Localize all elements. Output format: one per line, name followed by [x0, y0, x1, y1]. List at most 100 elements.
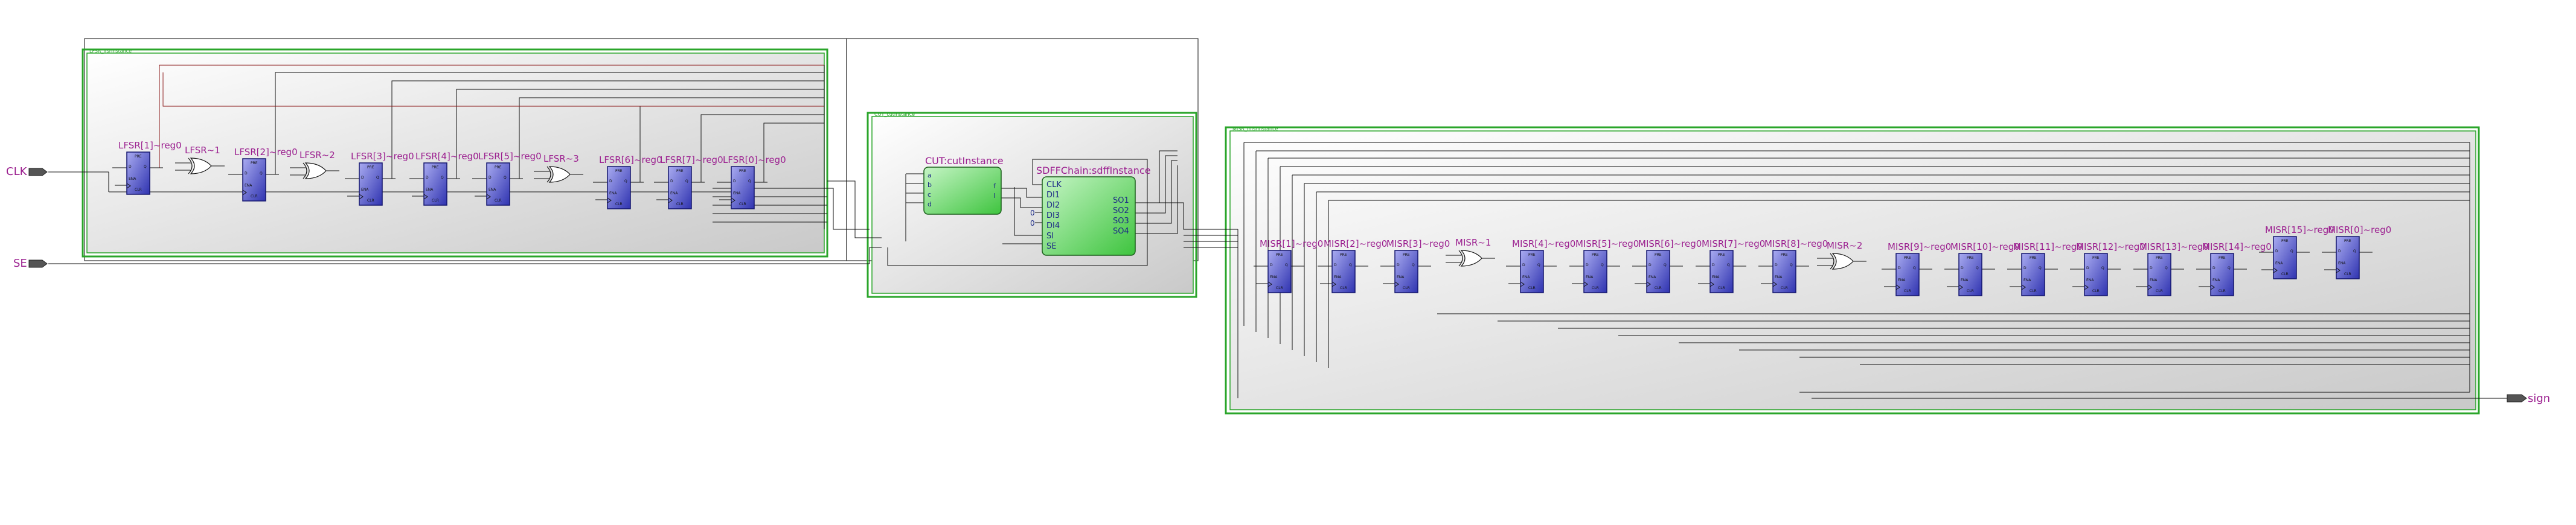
- reg-pin-d: D: [1270, 263, 1273, 267]
- reg-pin-clr: CLR: [1718, 286, 1725, 290]
- misr-reg-11[interactable]: MISR[12]~reg0 PRE D Q ENA CLR: [2076, 241, 2145, 296]
- reg-pin-ena: ENA: [1397, 275, 1405, 279]
- reg-pin-ena: ENA: [1712, 275, 1720, 279]
- reg-pin-pre: PRE: [1528, 253, 1536, 257]
- lfsr-reg-5[interactable]: LFSR[6]~reg0 PRE D Q ENA CLR: [599, 154, 662, 209]
- cut-pin-f: f: [993, 182, 996, 190]
- reg-pin-q: Q: [2165, 266, 2168, 270]
- misr-reg-10[interactable]: MISR[11]~reg0 PRE D Q ENA CLR: [2013, 241, 2083, 296]
- se-port[interactable]: SE: [13, 257, 48, 270]
- reg-pin-clr: CLR: [676, 202, 684, 206]
- reg-pin-clr: CLR: [1340, 286, 1347, 290]
- lfsr-xor-2[interactable]: LFSR~3: [543, 153, 579, 183]
- misr-reg-9[interactable]: MISR[10]~reg0 PRE D Q ENA CLR: [1950, 241, 2020, 296]
- misr-reg-1[interactable]: MISR[2]~reg0 PRE D Q ENA CLR: [1324, 238, 1387, 293]
- reg-pin-pre: PRE: [1403, 253, 1410, 257]
- lfsr-reg-label: LFSR[0]~reg0: [723, 154, 786, 165]
- sign-port[interactable]: sign: [2507, 392, 2550, 405]
- reg-pin-clr: CLR: [2092, 289, 2100, 293]
- misr-reg-15[interactable]: MISR[0]~reg0 PRE D Q ENA CLR: [2328, 224, 2391, 279]
- reg-pin-clr: CLR: [251, 194, 258, 199]
- reg-pin-clr: CLR: [1967, 289, 1974, 293]
- lfsr-reg-label: LFSR[5]~reg0: [478, 151, 542, 162]
- reg-pin-ena: ENA: [1648, 275, 1656, 279]
- reg-pin-ena: ENA: [1586, 275, 1594, 279]
- reg-pin-d: D: [733, 179, 736, 183]
- misr-reg-label: MISR[14]~reg0: [2202, 241, 2272, 252]
- reg-pin-ena: ENA: [1775, 275, 1783, 279]
- misr-block-title: MISR_misrInstance: [1232, 126, 1278, 132]
- lfsr-xor-0[interactable]: LFSR~1: [185, 145, 220, 174]
- misr-xor-label: MISR~1: [1455, 237, 1491, 248]
- reg-pin-clr: CLR: [1781, 286, 1788, 290]
- reg-pin-q: Q: [1790, 263, 1793, 267]
- misr-block[interactable]: MISR_misrInstance: [1225, 126, 2480, 415]
- wire-layer: [48, 65, 2507, 399]
- misr-reg-0[interactable]: MISR[1]~reg0 PRE D Q ENA CLR: [1260, 238, 1323, 293]
- reg-pin-clr: CLR: [1276, 286, 1283, 290]
- sdff-pin-so3: SO3: [1113, 217, 1129, 226]
- misr-xor-0[interactable]: MISR~1: [1455, 237, 1491, 267]
- reg-pin-clr: CLR: [2030, 289, 2037, 293]
- misr-reg-14[interactable]: MISR[15]~reg0 PRE D Q ENA CLR: [2265, 224, 2334, 279]
- reg-pin-q: Q: [1727, 263, 1730, 267]
- reg-pin-pre: PRE: [676, 169, 684, 173]
- reg-pin-pre: PRE: [1718, 253, 1725, 257]
- misr-reg-4[interactable]: MISR[5]~reg0 PRE D Q ENA CLR: [1575, 238, 1639, 293]
- lfsr-reg-3[interactable]: LFSR[4]~reg0 PRE D Q ENA CLR: [415, 151, 479, 206]
- misr-reg-label: MISR[1]~reg0: [1260, 238, 1323, 249]
- misr-reg-13[interactable]: MISR[14]~reg0 PRE D Q ENA CLR: [2202, 241, 2272, 296]
- reg-pin-d: D: [361, 176, 364, 180]
- reg-pin-d: D: [1712, 263, 1715, 267]
- reg-pin-d: D: [1334, 263, 1337, 267]
- reg-pin-ena: ENA: [1898, 278, 1906, 282]
- reg-pin-d: D: [129, 165, 132, 169]
- reg-pin-q: Q: [2353, 249, 2356, 253]
- lfsr-xor-1[interactable]: LFSR~2: [300, 150, 335, 179]
- lfsr-reg-2[interactable]: LFSR[3]~reg0 PRE D Q ENA CLR: [351, 151, 414, 206]
- reg-pin-d: D: [426, 176, 429, 180]
- reg-pin-d: D: [2086, 266, 2089, 270]
- reg-pin-pre: PRE: [495, 165, 502, 170]
- reg-pin-d: D: [2023, 266, 2027, 270]
- reg-pin-d: D: [2338, 249, 2341, 253]
- lfsr-reg-0[interactable]: LFSR[1]~reg0 PRE D Q ENA CLR: [118, 140, 182, 195]
- misr-reg-2[interactable]: MISR[3]~reg0 PRE D Q ENA CLR: [1386, 238, 1450, 293]
- reg-pin-q: Q: [1664, 263, 1667, 267]
- misr-reg-label: MISR[12]~reg0: [2076, 241, 2145, 252]
- misr-reg-3[interactable]: MISR[4]~reg0 PRE D Q ENA CLR: [1512, 238, 1575, 293]
- misr-reg-5[interactable]: MISR[6]~reg0 PRE D Q ENA CLR: [1638, 238, 1702, 293]
- lfsr-reg-label: LFSR[2]~reg0: [234, 147, 298, 158]
- misr-reg-12[interactable]: MISR[13]~reg0 PRE D Q ENA CLR: [2139, 241, 2209, 296]
- sdff-instance[interactable]: SDFFChain:sdffInstance CLK DI1 DI2 DI3 D…: [1030, 165, 1151, 256]
- reg-pin-q: Q: [1349, 263, 1352, 267]
- reg-pin-pre: PRE: [1967, 256, 1974, 260]
- misr-reg-6[interactable]: MISR[7]~reg0 PRE D Q ENA CLR: [1702, 238, 1765, 293]
- reg-pin-d: D: [245, 171, 248, 176]
- misr-reg-8[interactable]: MISR[9]~reg0 PRE D Q ENA CLR: [1888, 241, 1951, 296]
- sdff-pin-so1: SO1: [1113, 196, 1129, 205]
- reg-pin-ena: ENA: [2275, 261, 2283, 266]
- misr-reg-7[interactable]: MISR[8]~reg0 PRE D Q ENA CLR: [1764, 238, 1828, 293]
- reg-pin-pre: PRE: [1904, 256, 1911, 260]
- reg-pin-pre: PRE: [739, 169, 746, 173]
- cut-block[interactable]: CUT_cutInstance: [867, 112, 1197, 298]
- misr-xor-1[interactable]: MISR~2: [1827, 240, 1862, 270]
- reg-pin-q: Q: [1976, 266, 1979, 270]
- lfsr-reg-label: LFSR[1]~reg0: [118, 140, 182, 151]
- clk-port[interactable]: CLK: [6, 165, 48, 178]
- reg-pin-clr: CLR: [2156, 289, 2163, 293]
- misr-reg-label: MISR[8]~reg0: [1764, 238, 1828, 249]
- se-port-label: SE: [13, 257, 27, 270]
- cut-instance[interactable]: CUT:cutInstance a b c d f l: [923, 155, 1004, 215]
- reg-pin-ena: ENA: [1522, 275, 1530, 279]
- lfsr-reg-6[interactable]: LFSR[7]~reg0 PRE D Q ENA CLR: [660, 154, 723, 209]
- reg-pin-d: D: [2150, 266, 2153, 270]
- reg-pin-pre: PRE: [1592, 253, 1599, 257]
- lfsr-reg-7[interactable]: LFSR[0]~reg0 PRE D Q ENA CLR: [723, 154, 786, 209]
- lfsr-reg-4[interactable]: LFSR[5]~reg0 PRE D Q ENA CLR: [478, 151, 542, 206]
- reg-pin-pre: PRE: [1781, 253, 1788, 257]
- sdff-pin-si: SI: [1046, 232, 1054, 241]
- lfsr-reg-1[interactable]: LFSR[2]~reg0 PRE D Q ENA CLR: [234, 147, 298, 202]
- reg-pin-ena: ENA: [1334, 275, 1342, 279]
